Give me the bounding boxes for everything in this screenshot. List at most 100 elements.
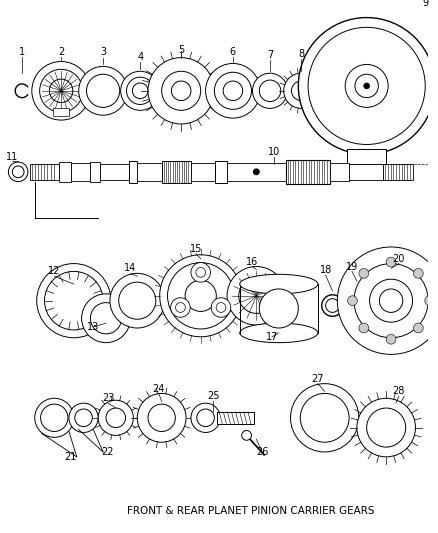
Text: 2: 2 (58, 47, 64, 56)
Circle shape (354, 264, 428, 338)
Text: 24: 24 (152, 384, 165, 393)
Text: 15: 15 (190, 244, 202, 254)
Circle shape (357, 398, 416, 457)
Bar (319, 81, 336, 101)
Ellipse shape (240, 323, 318, 343)
Bar (130, 161, 137, 183)
Text: 18: 18 (320, 265, 332, 276)
Text: 8: 8 (298, 49, 304, 59)
Circle shape (119, 282, 156, 319)
Bar (329, 163, 349, 181)
Circle shape (345, 289, 369, 312)
Circle shape (41, 404, 68, 432)
Text: 17: 17 (266, 332, 278, 342)
Circle shape (40, 69, 83, 112)
Circle shape (205, 63, 260, 118)
Circle shape (45, 271, 103, 330)
Circle shape (37, 264, 111, 338)
Text: 21: 21 (65, 452, 77, 462)
Circle shape (308, 27, 425, 144)
Bar (349, 164, 383, 180)
Circle shape (339, 283, 374, 318)
Circle shape (345, 64, 388, 107)
Circle shape (359, 323, 369, 333)
Circle shape (148, 58, 214, 124)
Text: FRONT & REAR PLANET PINION CARRIER GEARS: FRONT & REAR PLANET PINION CARRIER GEARS (127, 505, 375, 515)
Circle shape (106, 408, 126, 427)
Circle shape (425, 296, 434, 305)
Circle shape (367, 408, 406, 447)
Circle shape (259, 80, 281, 101)
Circle shape (81, 294, 131, 343)
Circle shape (284, 73, 319, 108)
Text: 23: 23 (102, 393, 114, 403)
Circle shape (75, 409, 92, 426)
Circle shape (132, 83, 148, 99)
Circle shape (86, 74, 120, 107)
Text: 1: 1 (19, 47, 25, 56)
Circle shape (227, 266, 286, 325)
Circle shape (348, 296, 357, 305)
Circle shape (191, 263, 211, 282)
Text: 10: 10 (268, 147, 280, 157)
Circle shape (90, 303, 122, 334)
Text: 5: 5 (178, 45, 184, 55)
Circle shape (211, 298, 231, 317)
Bar (71, 163, 90, 181)
Circle shape (127, 77, 154, 104)
Circle shape (386, 334, 396, 344)
Circle shape (370, 279, 413, 322)
Text: 3: 3 (100, 47, 106, 56)
Circle shape (69, 403, 98, 432)
Circle shape (223, 81, 243, 101)
Circle shape (216, 303, 226, 312)
Text: 14: 14 (124, 263, 137, 273)
Circle shape (49, 79, 73, 102)
Circle shape (32, 61, 90, 120)
Circle shape (98, 400, 133, 435)
Circle shape (148, 404, 175, 432)
Circle shape (12, 166, 24, 177)
Text: 28: 28 (393, 386, 405, 397)
Bar (90, 162, 100, 182)
Circle shape (290, 384, 359, 452)
Circle shape (239, 278, 274, 313)
Bar (162, 161, 191, 183)
Circle shape (162, 71, 201, 110)
Circle shape (191, 403, 220, 432)
Circle shape (379, 289, 403, 312)
Circle shape (196, 268, 205, 277)
Bar (100, 164, 130, 180)
Bar (137, 163, 162, 181)
Circle shape (8, 162, 28, 182)
Bar (215, 161, 227, 183)
Circle shape (300, 393, 349, 442)
Circle shape (171, 298, 190, 317)
Bar (347, 149, 386, 164)
Bar (53, 108, 69, 116)
Text: 16: 16 (246, 256, 258, 266)
Text: 22: 22 (102, 447, 114, 457)
Bar (191, 163, 215, 181)
Circle shape (242, 431, 251, 440)
Circle shape (120, 71, 160, 110)
Circle shape (185, 280, 216, 311)
Circle shape (413, 323, 423, 333)
Bar (30, 164, 59, 180)
Text: 25: 25 (207, 391, 219, 401)
Text: 4: 4 (137, 52, 143, 62)
Circle shape (337, 247, 438, 354)
Circle shape (364, 83, 370, 89)
Bar (383, 164, 413, 180)
Circle shape (110, 273, 165, 328)
Text: 7: 7 (267, 50, 273, 60)
Ellipse shape (240, 274, 318, 294)
Bar (227, 163, 286, 181)
Circle shape (167, 263, 234, 329)
Circle shape (137, 393, 186, 442)
Circle shape (79, 67, 127, 115)
Circle shape (176, 303, 185, 312)
Text: 12: 12 (48, 266, 60, 277)
Circle shape (214, 72, 251, 109)
Circle shape (252, 73, 288, 108)
